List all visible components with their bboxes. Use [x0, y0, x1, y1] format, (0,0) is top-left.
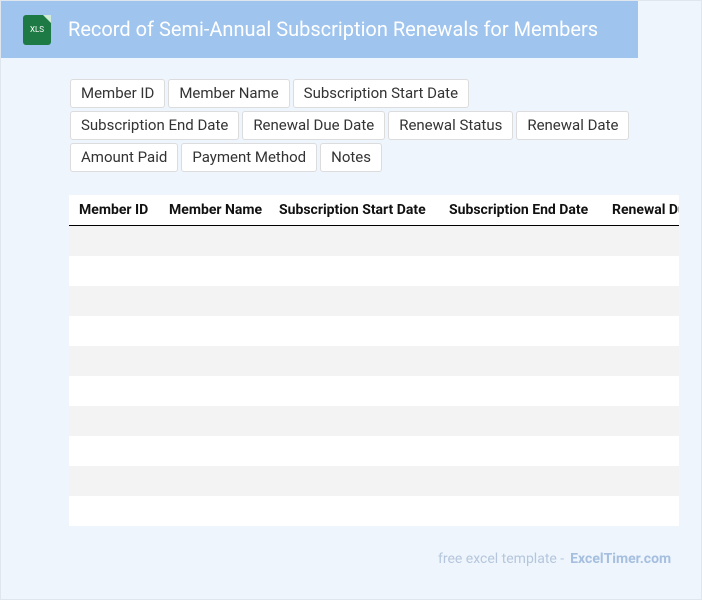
column-tag[interactable]: Payment Method	[181, 143, 318, 172]
table-header: Member ID Member Name Subscription Start D…	[69, 195, 679, 226]
column-tag[interactable]: Subscription Start Date	[292, 79, 470, 108]
table-row	[69, 496, 679, 526]
column-tag[interactable]: Renewal Status	[388, 111, 514, 140]
header: XLS Record of Semi-Annual Subscription R…	[1, 1, 638, 58]
column-tag[interactable]: Member Name	[168, 79, 290, 108]
column-header: Member ID	[79, 202, 149, 218]
table-row	[69, 316, 679, 346]
footer: free excel template - ExcelTimer.com	[438, 551, 671, 567]
table-row	[69, 256, 679, 286]
column-tag[interactable]: Renewal Date	[516, 111, 630, 140]
column-tag[interactable]: Member ID	[70, 79, 166, 108]
table-row	[69, 466, 679, 496]
column-tag[interactable]: Notes	[320, 143, 382, 172]
table-row	[69, 376, 679, 406]
column-tag[interactable]: Subscription End Date	[70, 111, 240, 140]
tag-list: Member ID Member Name Subscription Start D…	[70, 79, 640, 172]
footer-text: free excel template -	[438, 551, 565, 567]
table-row	[69, 286, 679, 316]
page-title: Record of Semi-Annual Subscription Renew…	[68, 17, 599, 41]
column-tag[interactable]: Renewal Due Date	[242, 111, 386, 140]
column-header: Member Name	[169, 202, 263, 218]
table-row	[69, 406, 679, 436]
footer-link[interactable]: ExcelTimer.com	[570, 551, 672, 567]
table-row	[69, 226, 679, 256]
column-header: Renewal Due Date	[612, 202, 679, 218]
column-header: Subscription Start Date	[279, 202, 426, 218]
file-icon: XLS	[23, 15, 51, 45]
table-row	[69, 436, 679, 466]
table: Member ID Member Name Subscription Start D…	[69, 195, 679, 526]
column-tag[interactable]: Amount Paid	[70, 143, 179, 172]
column-header: Subscription End Date	[449, 202, 589, 218]
table-row	[69, 346, 679, 376]
table-body	[69, 226, 679, 526]
